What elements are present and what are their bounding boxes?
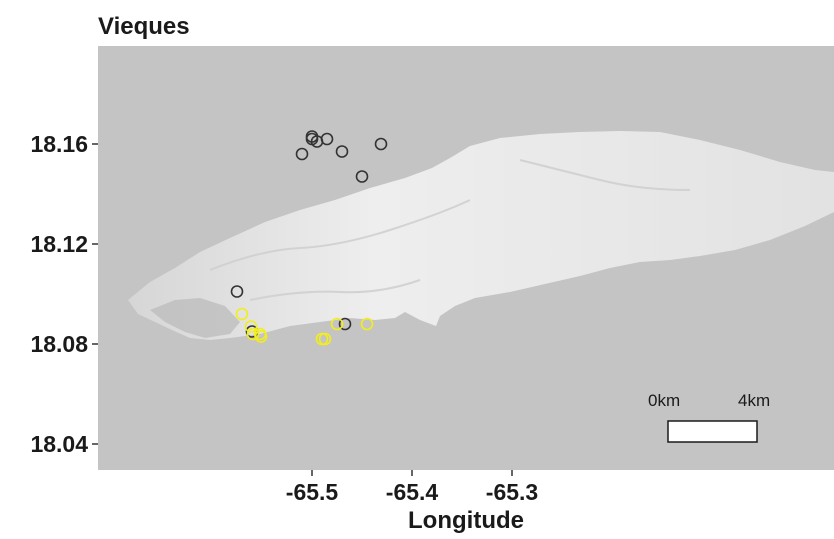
grey-point — [355, 170, 369, 183]
y-tick-label: 18.08 — [30, 331, 88, 357]
scale-bar-start-label: 0km — [648, 391, 680, 410]
yellow-point — [235, 307, 249, 321]
x-tick-label: -65.3 — [486, 479, 538, 505]
grey-point — [230, 285, 244, 298]
grey-point — [295, 147, 309, 161]
yellow-point — [330, 317, 344, 331]
x-axis-title: Longitude — [408, 507, 524, 534]
grey-point — [320, 132, 334, 146]
scale-bar-box — [667, 420, 758, 443]
vieques-island — [128, 131, 834, 340]
y-tick-label: 18.04 — [30, 431, 88, 457]
yellow-point — [318, 332, 332, 346]
island-land — [128, 131, 834, 340]
island-southwest-ridge — [150, 298, 240, 338]
x-tick-label: -65.4 — [386, 479, 439, 505]
yellow-point — [244, 320, 258, 333]
y-tick-label: 18.12 — [30, 231, 88, 257]
island-shading — [209, 159, 691, 301]
yellow-point — [246, 327, 260, 341]
map-title: Vieques — [98, 13, 190, 40]
x-tick-label: -65.5 — [286, 479, 339, 505]
grey-point — [374, 137, 388, 151]
scale-bar-end-label: 4km — [738, 391, 770, 410]
data-points — [230, 130, 388, 346]
yellow-point — [254, 330, 268, 343]
x-axis: -65.5 -65.4 -65.3 — [286, 470, 538, 505]
grey-point — [338, 317, 352, 331]
grey-point — [335, 145, 349, 158]
scale-bar: 0km 4km — [648, 391, 770, 443]
y-axis: 18.16 18.12 18.08 18.04 — [30, 131, 98, 457]
yellow-point — [360, 317, 374, 331]
y-tick-label: 18.16 — [30, 131, 88, 157]
